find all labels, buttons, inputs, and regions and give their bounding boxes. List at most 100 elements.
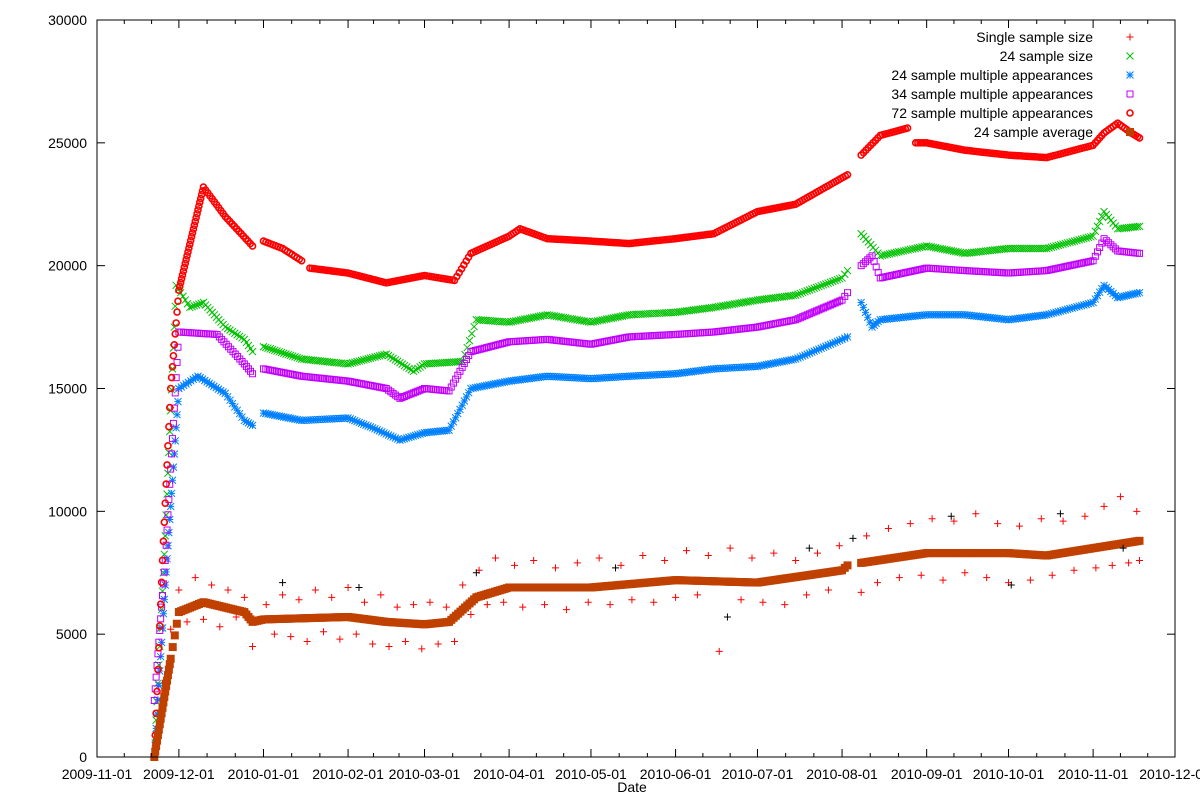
data-point [1038, 267, 1046, 275]
data-point [986, 268, 994, 276]
data-point [925, 264, 933, 272]
data-point [223, 324, 232, 333]
data-point [377, 591, 385, 599]
data-point [196, 194, 205, 203]
data-point [959, 266, 967, 274]
data-point [849, 534, 857, 542]
data-point [972, 510, 980, 518]
data-point [781, 601, 789, 609]
data-point [874, 579, 882, 587]
data-point [434, 640, 442, 648]
data-point [360, 598, 368, 606]
data-point [405, 364, 413, 373]
data-point [270, 630, 278, 638]
data-point [694, 329, 702, 337]
data-point [803, 286, 812, 295]
y-tick-label: 5000 [56, 626, 87, 642]
data-point [1054, 241, 1063, 250]
data-point [812, 283, 821, 292]
data-point [1086, 232, 1095, 241]
data-point [835, 542, 843, 550]
data-point [382, 350, 391, 358]
data-point [1093, 248, 1101, 256]
data-point [311, 586, 319, 594]
data-point [683, 330, 691, 338]
data-point [833, 337, 842, 346]
data-point [829, 300, 837, 308]
data-point [159, 609, 168, 618]
data-point [176, 278, 185, 287]
data-point [1049, 309, 1058, 317]
series-0 [158, 493, 1144, 687]
data-point [993, 268, 1001, 276]
data-point [817, 281, 826, 290]
data-point [344, 583, 352, 591]
data-point [182, 255, 190, 264]
data-point [530, 336, 538, 344]
data-point [934, 265, 942, 273]
data-point [835, 336, 844, 345]
data-point [382, 430, 391, 438]
data-point [246, 420, 255, 428]
data-point [447, 383, 455, 391]
data-point [994, 520, 1002, 528]
data-point [352, 630, 360, 638]
data-point [235, 332, 244, 341]
data-point [1014, 268, 1022, 276]
data-point [174, 297, 182, 305]
data-point [183, 252, 191, 260]
data-point [496, 340, 504, 348]
data-point [184, 329, 192, 337]
data-point [859, 260, 867, 268]
data-point [458, 357, 467, 366]
data-point [369, 640, 377, 648]
data-point [357, 356, 366, 365]
data-point [476, 345, 484, 353]
data-point [456, 367, 464, 375]
data-point [353, 357, 361, 366]
data-point [400, 434, 409, 443]
data-point [168, 643, 177, 652]
data-point [191, 329, 199, 337]
data-point [906, 520, 914, 528]
data-point [1135, 222, 1144, 231]
data-point [194, 372, 202, 381]
data-point [403, 392, 411, 400]
data-point [152, 673, 160, 681]
data-point [467, 329, 476, 338]
data-point [465, 352, 473, 360]
data-point [628, 596, 636, 604]
data-point [238, 357, 246, 365]
data-point [1056, 240, 1065, 249]
data-point [831, 276, 839, 285]
data-point [320, 628, 328, 636]
data-point [890, 249, 899, 257]
data-point [462, 392, 471, 401]
data-point [794, 290, 802, 299]
data-point [824, 302, 832, 310]
data-point [235, 409, 244, 418]
data-point [1023, 268, 1031, 276]
data-point [595, 554, 603, 562]
data-point [463, 356, 471, 364]
data-point [950, 266, 958, 274]
data-point [982, 268, 990, 276]
data-point [1068, 304, 1077, 312]
data-point [416, 363, 424, 371]
data-point [240, 416, 249, 425]
data-point [770, 549, 778, 557]
data-point [195, 202, 203, 210]
data-point [808, 285, 816, 293]
legend-entry-label: 72 sample multiple appearances [891, 105, 1093, 121]
data-point [1000, 269, 1008, 277]
data-point [173, 308, 181, 316]
data-point [878, 251, 887, 260]
data-point [389, 433, 397, 441]
data-point [205, 379, 214, 388]
data-point [409, 432, 418, 440]
data-point [826, 301, 834, 309]
data-point [451, 413, 460, 422]
data-point [995, 269, 1003, 277]
data-point [344, 360, 352, 368]
data-point [693, 591, 701, 599]
